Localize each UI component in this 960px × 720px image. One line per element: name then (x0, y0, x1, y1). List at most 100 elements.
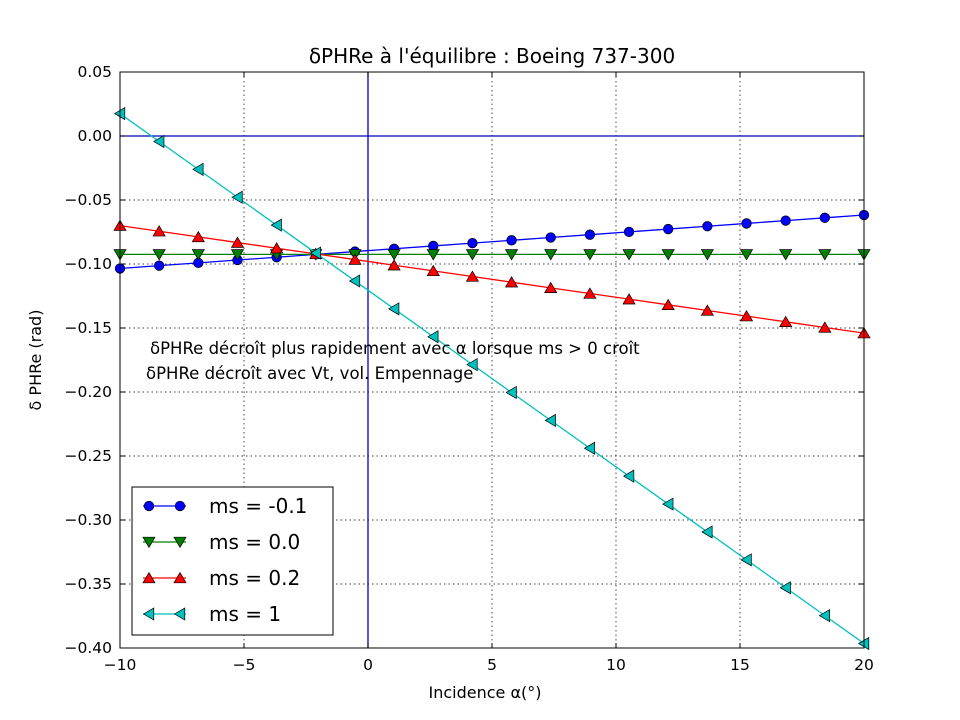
series-line (119, 214, 865, 270)
y-tick-label: −0.10 (65, 255, 113, 273)
data-point (348, 253, 362, 265)
data-point (818, 609, 830, 623)
data-point (191, 230, 205, 243)
legend-label: ms = 0.0 (209, 530, 300, 554)
y-axis-label: δ PHRe (rad) (26, 310, 45, 411)
series-line (119, 224, 865, 334)
data-point (740, 553, 752, 567)
y-tick-label: −0.40 (65, 639, 113, 657)
data-point (739, 249, 754, 261)
data-point (387, 259, 401, 271)
data-point (152, 225, 166, 237)
legend-marker (174, 500, 186, 512)
data-point (309, 246, 321, 260)
data-point (819, 212, 830, 223)
data-point (427, 330, 439, 344)
annotation-1: δPHRe décroît plus rapidement avec α lor… (150, 339, 640, 358)
x-tick-label: 10 (606, 656, 626, 674)
data-point (583, 249, 597, 261)
data-point (663, 223, 674, 235)
data-point (230, 249, 245, 261)
data-point (348, 274, 361, 288)
data-point (544, 281, 558, 293)
series-line (119, 113, 865, 645)
data-point (544, 413, 556, 428)
legend-marker (173, 571, 187, 584)
series-group (113, 106, 871, 651)
data-point (545, 232, 556, 243)
data-point (661, 298, 675, 310)
data-point (467, 237, 478, 249)
y-tick-label: −0.30 (65, 511, 113, 529)
data-point (544, 249, 558, 261)
data-point (584, 229, 596, 240)
data-point (623, 226, 635, 238)
data-point (426, 249, 440, 261)
data-point (622, 249, 636, 261)
data-point (388, 302, 400, 316)
data-point (741, 218, 752, 229)
data-point (426, 264, 440, 277)
annotation-2: δPHRe décroît avec Vt, vol. Empennage (146, 364, 473, 383)
data-point (230, 236, 245, 248)
y-tick-label: −0.35 (65, 575, 113, 593)
data-point (583, 287, 597, 299)
legend-marker (142, 607, 155, 621)
data-point (504, 276, 519, 288)
data-point (583, 441, 596, 455)
x-tick-label: −10 (104, 656, 137, 674)
data-point (154, 260, 165, 271)
data-point (387, 249, 401, 261)
reference-lines (120, 72, 864, 648)
data-point (622, 293, 636, 305)
legend-marker (173, 607, 186, 621)
data-point (780, 215, 791, 226)
data-point (505, 385, 517, 400)
legend-marker (142, 571, 156, 584)
chart-title: δPHRe à l'équilibre : Boeing 737-300 (309, 44, 675, 68)
x-tick-label: 5 (487, 656, 497, 674)
data-point (466, 358, 478, 372)
data-point (779, 249, 793, 261)
series-2 (113, 249, 871, 261)
x-tick-label: −5 (233, 656, 256, 674)
data-point (465, 249, 480, 261)
legend-marker (143, 500, 155, 512)
legend: ms = -0.1 ms = 0.0 ms = 0.2 ms = 1 (131, 486, 334, 636)
data-point (662, 497, 674, 511)
data-point (700, 304, 714, 316)
data-point (152, 249, 166, 261)
data-point (270, 218, 282, 232)
y-tick-label: −0.25 (65, 447, 113, 465)
x-tick-label: 15 (730, 656, 750, 674)
data-point (506, 235, 517, 246)
data-point (465, 270, 480, 282)
legend-marker (142, 536, 156, 549)
data-point (661, 249, 675, 261)
data-point (779, 581, 791, 595)
data-point (270, 242, 284, 254)
x-tick-label: 20 (854, 656, 874, 674)
y-tick-label: −0.20 (65, 383, 113, 401)
legend-marker (173, 536, 187, 549)
data-point (231, 190, 243, 204)
x-axis-label: Incidence α(°) (429, 683, 542, 702)
legend-label: ms = -0.1 (209, 494, 307, 518)
legend-label: ms = 0.2 (209, 566, 300, 590)
y-tick-label: −0.05 (65, 191, 113, 209)
legend-box (131, 486, 334, 636)
x-tick-label: 0 (363, 656, 373, 674)
data-point (622, 469, 635, 483)
data-point (504, 249, 519, 261)
y-tick-label: 0.05 (77, 63, 112, 81)
data-point (818, 321, 832, 333)
y-tick-label: −0.15 (65, 319, 113, 337)
data-point (191, 249, 205, 261)
legend-label: ms = 1 (209, 602, 281, 626)
data-point (701, 525, 713, 539)
data-point (818, 249, 832, 261)
ticks: −10 −5 0 5 10 15 20 0.05 0.00 −0.05 −0.10 −0.15 −0.2… (65, 63, 874, 674)
y-tick-label: 0.00 (77, 127, 112, 145)
data-point (153, 134, 165, 149)
